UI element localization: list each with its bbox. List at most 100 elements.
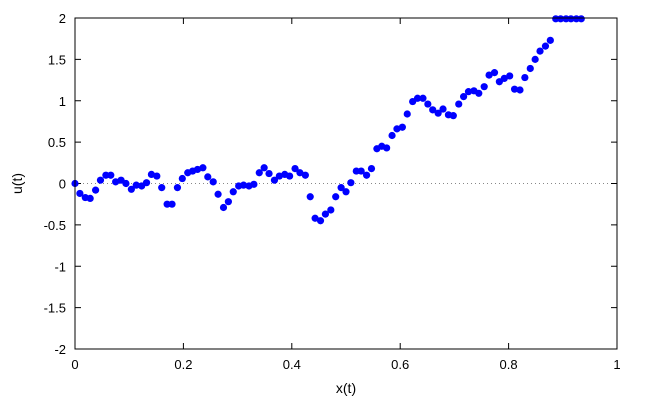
data-point <box>419 94 427 102</box>
data-point <box>460 93 468 101</box>
data-point <box>429 106 437 114</box>
data-point <box>357 167 365 175</box>
y-tick-label: 1 <box>59 94 66 109</box>
data-points <box>71 15 585 225</box>
data-point <box>209 178 217 186</box>
data-point <box>546 36 554 44</box>
data-point <box>337 184 345 192</box>
data-point <box>434 109 442 117</box>
x-tick-label: 0.8 <box>500 357 518 372</box>
data-point <box>265 169 273 178</box>
data-point <box>153 172 161 180</box>
data-point <box>321 210 330 218</box>
y-tick-label: 2 <box>59 11 66 26</box>
x-tick-label: 0.2 <box>174 357 192 372</box>
data-point <box>239 181 248 189</box>
data-point <box>475 89 483 97</box>
data-point <box>500 74 508 83</box>
data-point <box>306 193 314 201</box>
data-point <box>286 172 294 180</box>
y-tick-label: -0.5 <box>44 218 66 233</box>
plot-frame <box>74 17 618 350</box>
data-point <box>332 193 340 201</box>
data-point <box>567 15 575 23</box>
data-point <box>301 171 309 179</box>
data-point <box>383 144 391 152</box>
y-tick-label: 0.5 <box>48 135 66 150</box>
data-point <box>296 169 304 177</box>
data-point <box>388 131 396 140</box>
data-point <box>270 176 279 184</box>
data-point <box>485 71 493 79</box>
data-point <box>311 214 319 222</box>
y-tick-label: -1 <box>54 259 66 274</box>
data-point <box>219 203 228 212</box>
x-tick-label: 0.6 <box>391 357 409 372</box>
data-point <box>158 184 166 192</box>
data-point <box>541 42 550 50</box>
data-point <box>229 188 237 196</box>
data-point <box>526 64 534 73</box>
data-point <box>490 69 499 77</box>
y-tick-label: -1.5 <box>44 301 66 316</box>
data-point <box>398 123 406 131</box>
data-point <box>122 179 130 188</box>
data-point <box>393 125 401 133</box>
data-point <box>362 171 371 179</box>
data-point <box>424 100 432 108</box>
data-point <box>480 83 488 91</box>
data-point <box>127 185 135 193</box>
data-point <box>342 188 350 196</box>
data-point <box>347 179 355 187</box>
data-point <box>516 86 524 94</box>
data-point <box>96 176 105 184</box>
data-point <box>204 173 212 181</box>
x-tick-label: 1 <box>613 357 620 372</box>
data-point <box>214 190 222 198</box>
x-axis-label: x(t) <box>336 380 356 396</box>
data-point <box>112 178 120 186</box>
data-point <box>455 100 463 108</box>
y-axis-label: u(t) <box>9 173 25 194</box>
data-point <box>178 174 186 183</box>
data-point <box>536 47 544 55</box>
data-point <box>76 189 84 198</box>
data-point <box>403 110 411 118</box>
x-tick-label: 0.4 <box>283 357 301 372</box>
data-point <box>91 186 100 194</box>
y-tick-label: 1.5 <box>48 52 66 67</box>
data-point <box>255 169 263 177</box>
data-point <box>193 165 202 174</box>
data-point <box>147 170 156 178</box>
data-point <box>510 85 519 93</box>
data-point <box>224 198 232 206</box>
data-point <box>173 184 182 192</box>
data-point <box>464 88 473 96</box>
x-tick-label: 0 <box>71 357 78 372</box>
data-point <box>250 180 258 188</box>
data-point <box>367 165 376 173</box>
tick-labels: 0 0.2 0.4 0.6 0.8 1 -2 -1.5 -1 -0.5 0 0.5 1 1.5 2 <box>44 11 621 372</box>
data-point <box>439 105 447 113</box>
y-tick-label: -2 <box>54 342 66 357</box>
data-point <box>557 15 565 23</box>
data-point <box>142 179 151 187</box>
data-point <box>327 206 335 214</box>
data-point <box>413 94 422 102</box>
data-point <box>577 15 585 23</box>
data-point <box>291 165 299 173</box>
y-tick-label: 0 <box>59 177 66 192</box>
data-point <box>168 200 176 208</box>
data-point <box>260 164 268 172</box>
data-point <box>275 172 283 180</box>
data-point <box>199 164 207 172</box>
data-point <box>531 55 539 63</box>
data-point <box>107 171 115 179</box>
data-point <box>86 194 94 202</box>
data-point <box>521 73 529 82</box>
data-point <box>449 112 457 120</box>
data-point <box>132 181 140 189</box>
data-point <box>506 72 514 80</box>
